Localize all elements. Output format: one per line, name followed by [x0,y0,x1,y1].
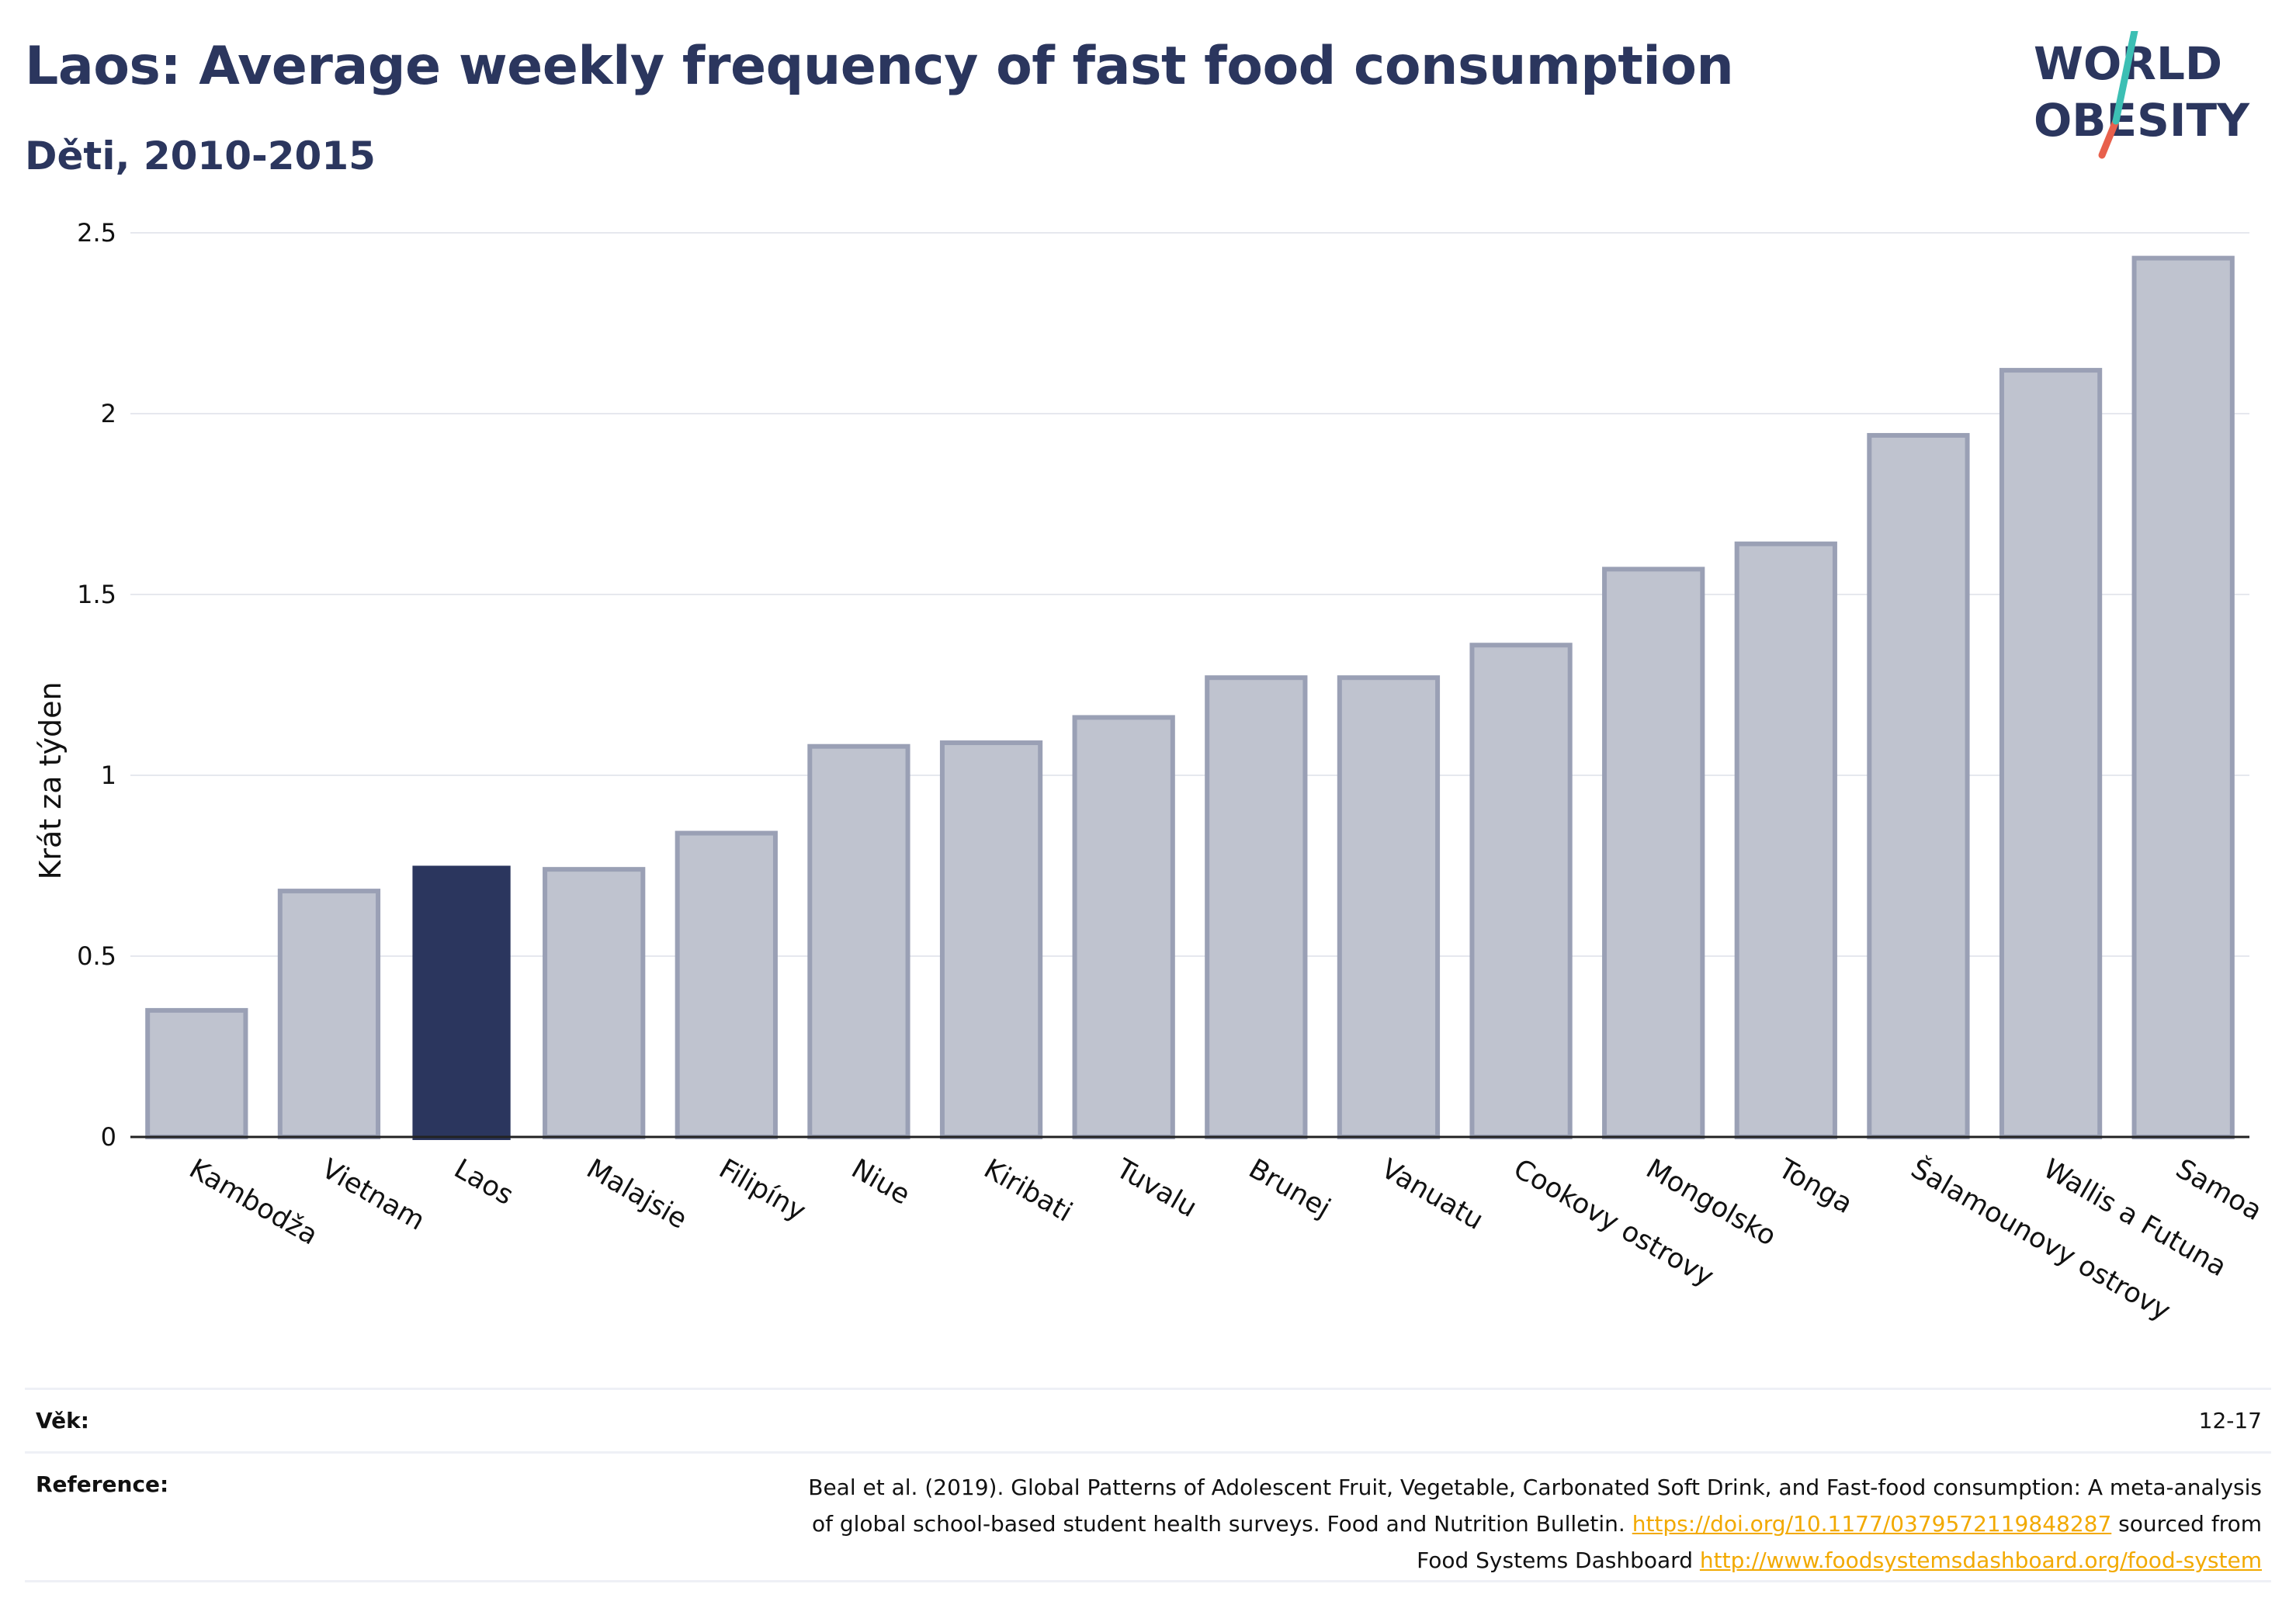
bars [145,255,2235,1140]
chart-title: Laos: Average weekly frequency of fast f… [25,36,1734,97]
bar-tuvalu [1072,715,1175,1139]
y-tick-label: 2 [101,399,116,428]
y-tick-label: 0.5 [77,941,116,971]
bar-cookovy-ostrovy [1469,643,1573,1139]
dashboard-link[interactable]: http://www.foodsystemsdashboard.org/food… [1699,1547,2262,1573]
doi-link[interactable]: https://doi.org/10.1177/0379572119848287 [1632,1511,2112,1537]
bar-vietnam [277,889,381,1139]
divider-middle [25,1451,2271,1454]
category-label: Tonga [1772,1153,1857,1220]
reference-line-3: Food Systems Dashboard http://www.foodsy… [554,1542,2262,1579]
y-tick-labels: 0 0.5 1 1.5 2 2.5 [77,218,116,1152]
category-label: Kambodža [184,1153,323,1251]
category-label: Malajsie [581,1153,692,1236]
reference-line-2: of global school-based student health su… [554,1506,2262,1542]
bar-filipíny [675,830,778,1140]
bar-tonga [1734,541,1837,1139]
world-obesity-logo: WORLD OBESITY [2034,31,2250,159]
reference-line-2-suffix: sourced from [2118,1511,2262,1537]
bar-malajsie [543,867,646,1140]
category-label: Kiribati [979,1153,1077,1229]
age-label: Věk: [36,1408,89,1433]
y-axis-title: Krát za týden [33,681,68,879]
category-label: Filipíny [713,1153,810,1227]
bar-kiribati [939,740,1043,1139]
category-label: Brunej [1243,1153,1336,1225]
reference-line-2-text: of global school-based student health su… [811,1511,1625,1537]
reference-line-3-text: Food Systems Dashboard [1417,1547,1693,1573]
category-label: Laos [449,1153,519,1211]
y-tick-label: 0 [101,1122,116,1152]
bar-niue [807,743,910,1139]
bar-kambodža [145,1007,248,1140]
chart-subtitle: Děti, 2010-2015 [25,133,376,178]
divider-top [25,1388,2271,1390]
category-label: Tuvalu [1110,1153,1202,1224]
bar-brunej [1205,675,1308,1139]
category-label: Niue [846,1153,915,1211]
y-tick-label: 1 [101,761,116,790]
y-tick-label: 1.5 [77,580,116,609]
divider-bottom [25,1580,2271,1582]
y-tick-label: 2.5 [77,218,116,248]
category-label: Vietnam [316,1153,429,1237]
logo-line-2: OBESITY [2034,94,2250,147]
reference-text: Beal et al. (2019). Global Patterns of A… [554,1469,2262,1579]
reference-line-1: Beal et al. (2019). Global Patterns of A… [808,1475,2262,1500]
bar-samoa [2131,255,2235,1139]
bar-wallis-a-futuna [1999,368,2103,1139]
category-label: Samoa [2170,1153,2267,1227]
reference-label: Reference: [36,1471,169,1497]
bar-vanuatu [1337,675,1441,1139]
bar-mongolsko [1602,567,1705,1139]
bar-laos [412,865,511,1140]
age-value: 12-17 [2198,1408,2262,1433]
bar-šalamounovy-ostrovy [1867,432,1970,1139]
category-label: Vanuatu [1375,1153,1488,1236]
